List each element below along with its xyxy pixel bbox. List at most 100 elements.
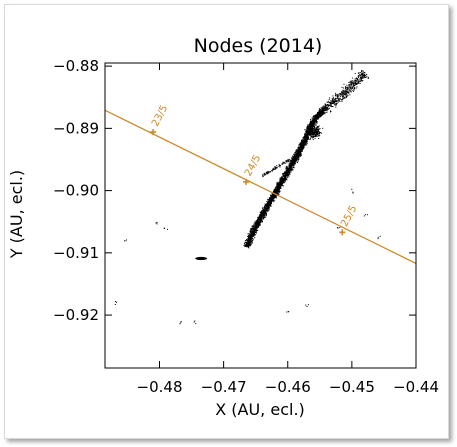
- node-point: [268, 204, 270, 205]
- node-point: [310, 132, 312, 133]
- node-point: [301, 147, 303, 149]
- node-point: [333, 100, 335, 102]
- node-point: [278, 165, 280, 167]
- node-point: [313, 118, 315, 120]
- node-point: [315, 135, 317, 137]
- node-point: [342, 96, 344, 98]
- node-point: [315, 134, 317, 135]
- node-point: [292, 169, 294, 171]
- node-point: [251, 241, 253, 243]
- date-marker: [339, 229, 346, 236]
- node-point: [286, 175, 288, 177]
- node-point: [269, 199, 271, 201]
- node-point: [323, 106, 325, 108]
- node-point: [258, 215, 260, 217]
- date-marker-label: 25/5: [339, 204, 359, 229]
- node-point: [267, 204, 269, 206]
- node-point: [261, 215, 263, 217]
- node-point: [304, 129, 306, 131]
- node-point: [261, 219, 263, 221]
- node-point: [277, 189, 279, 191]
- node-point: [263, 212, 264, 214]
- node-point: [297, 150, 299, 152]
- node-point: [270, 194, 271, 196]
- node-point: [336, 94, 338, 96]
- node-point: [254, 231, 256, 233]
- node-point: [287, 165, 289, 167]
- node-point: [259, 224, 260, 226]
- node-point: [337, 95, 339, 97]
- node-point: [306, 132, 308, 134]
- node-point: [301, 147, 303, 149]
- node-point: [288, 174, 290, 176]
- node-point: [300, 143, 302, 145]
- node-point: [251, 231, 253, 233]
- node-point: [263, 211, 264, 213]
- node-point: [307, 140, 308, 142]
- node-point: [340, 94, 342, 96]
- node-point: [274, 191, 276, 193]
- node-point: [352, 86, 354, 88]
- node-point: [248, 243, 250, 244]
- node-point: [337, 101, 339, 103]
- node-point: [297, 158, 298, 160]
- node-point: [352, 192, 354, 194]
- node-point: [312, 137, 314, 139]
- node-point: [346, 87, 348, 89]
- node-point: [306, 129, 308, 131]
- node-point: [311, 133, 313, 135]
- node-point: [289, 168, 291, 170]
- node-point: [312, 122, 314, 124]
- node-point: [329, 105, 331, 107]
- node-point: [277, 190, 279, 192]
- node-point: [326, 108, 328, 110]
- node-point: [348, 87, 350, 89]
- y-tick-label: −0.88: [53, 57, 99, 75]
- node-point: [268, 207, 270, 209]
- node-point: [326, 101, 328, 103]
- node-point: [312, 130, 314, 132]
- node-point: [295, 153, 296, 155]
- node-point: [267, 198, 269, 200]
- node-point: [260, 214, 262, 216]
- node-point: [317, 117, 319, 119]
- node-point: [290, 162, 292, 164]
- node-point: [324, 112, 326, 114]
- node-point: [312, 129, 314, 131]
- node-point: [302, 138, 304, 140]
- node-point: [250, 244, 252, 246]
- node-point: [279, 165, 280, 167]
- node-point: [291, 158, 293, 160]
- plot-area: 23/5 24/5 25/5: [105, 70, 416, 325]
- node-point: [306, 127, 308, 129]
- node-point: [156, 221, 158, 223]
- node-point: [342, 92, 344, 94]
- node-point: [255, 229, 257, 231]
- node-point: [310, 119, 312, 120]
- node-point: [323, 108, 325, 110]
- node-point: [251, 225, 253, 227]
- node-point: [276, 188, 278, 190]
- node-point: [346, 90, 348, 91]
- node-point: [314, 132, 315, 134]
- node-point: [311, 126, 313, 127]
- node-point: [283, 162, 285, 164]
- node-point: [319, 112, 321, 114]
- node-point: [260, 215, 262, 216]
- node-point: [344, 90, 346, 92]
- node-point: [361, 70, 362, 72]
- node-point: [344, 91, 346, 93]
- node-point: [345, 86, 346, 88]
- node-point: [345, 91, 347, 93]
- node-point: [275, 196, 277, 197]
- node-point: [367, 77, 369, 79]
- node-point: [345, 91, 347, 93]
- node-point: [323, 113, 324, 115]
- node-point: [312, 126, 314, 128]
- node-point: [256, 228, 258, 230]
- node-point: [280, 184, 282, 186]
- node-point: [258, 226, 259, 228]
- node-point: [299, 149, 300, 151]
- node-point: [356, 82, 358, 84]
- node-point: [358, 72, 360, 74]
